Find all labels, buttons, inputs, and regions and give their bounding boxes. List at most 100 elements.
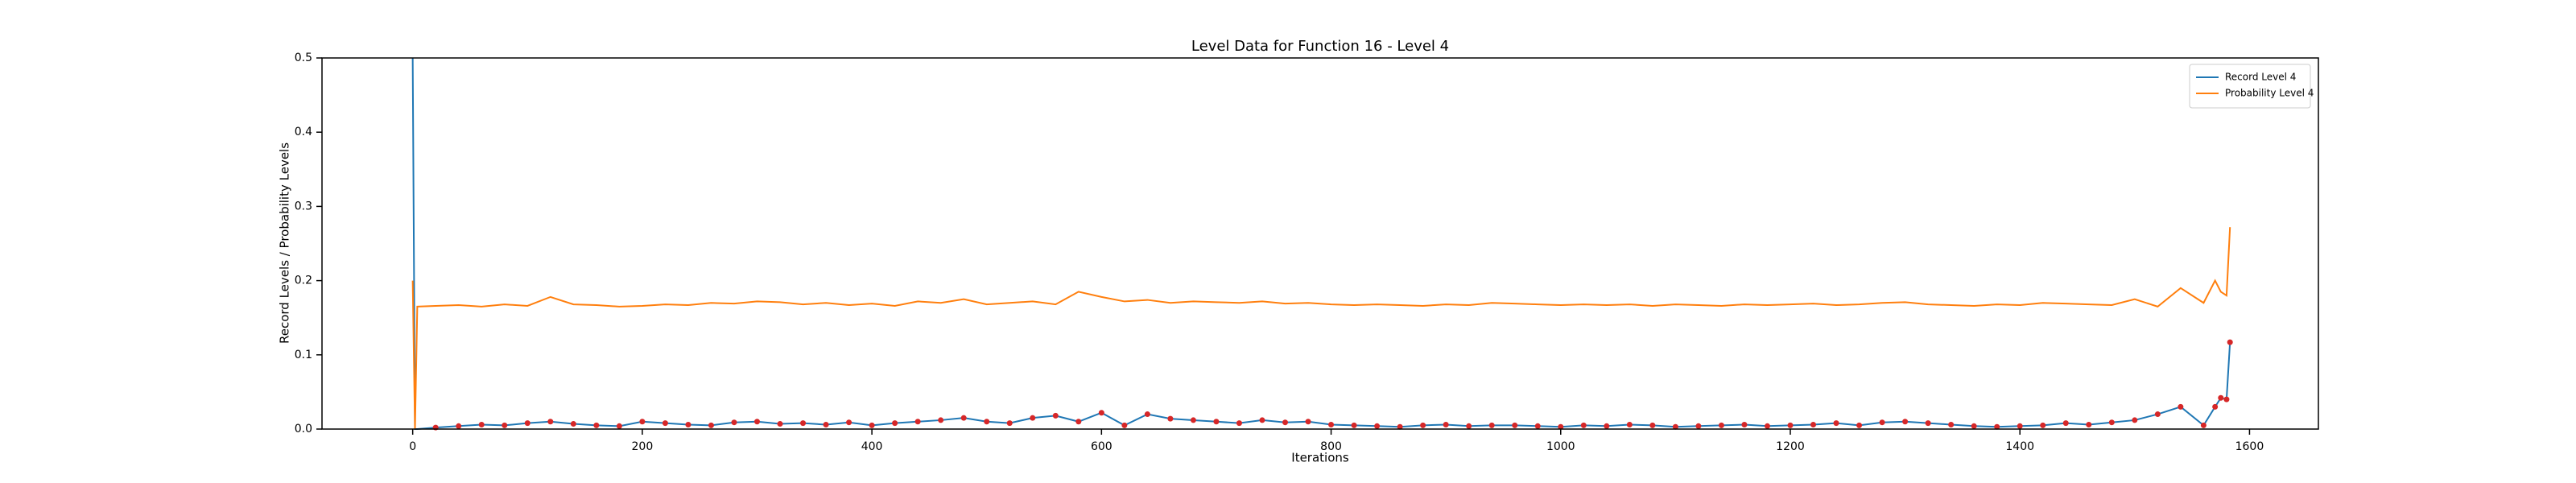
record-marker (1351, 422, 1357, 428)
record-marker (892, 420, 898, 427)
record-marker (823, 421, 829, 427)
record-marker (1144, 411, 1150, 418)
record-marker (478, 421, 485, 427)
record-marker (1718, 422, 1724, 428)
record-marker (1558, 423, 1564, 430)
x-tick-label: 400 (861, 440, 883, 453)
chart-title: Level Data for Function 16 - Level 4 (1191, 38, 1449, 55)
record-marker (2178, 403, 2184, 410)
record-marker (1512, 422, 1518, 428)
legend-label: Record Level 4 (2225, 72, 2296, 83)
y-tick-label: 0.1 (295, 349, 312, 361)
record-marker (1833, 420, 1839, 427)
record-marker (731, 419, 737, 426)
record-marker (547, 419, 554, 425)
record-marker (1902, 419, 1909, 425)
record-marker (1604, 423, 1610, 429)
record-marker (1649, 422, 1656, 428)
record-marker (1810, 421, 1817, 427)
record-marker (662, 420, 668, 427)
x-tick-label: 0 (409, 440, 416, 453)
record-marker (1741, 421, 1748, 427)
record-marker (1121, 422, 1128, 428)
record-marker (456, 423, 462, 429)
record-marker (1443, 421, 1449, 427)
record-marker (2200, 422, 2207, 428)
legend-box (2189, 64, 2311, 109)
record-marker (1948, 421, 1955, 427)
record-marker (1305, 419, 1311, 425)
record-marker (2218, 394, 2224, 401)
record-marker (1328, 421, 1335, 427)
record-marker (960, 415, 967, 421)
y-tick-label: 0.5 (295, 52, 312, 64)
record-marker (639, 419, 646, 425)
record-marker (800, 420, 807, 427)
record-marker (1672, 423, 1678, 430)
record-marker (1626, 421, 1633, 427)
record-marker (2040, 422, 2046, 428)
record-marker (1994, 423, 2000, 430)
record-marker (502, 422, 508, 428)
record-marker (1534, 423, 1541, 429)
record-marker (2154, 411, 2161, 418)
record-marker (2227, 339, 2233, 345)
record-marker (1236, 420, 1242, 427)
record-marker (1971, 423, 1977, 429)
record-marker (914, 419, 921, 425)
x-tick-label: 200 (632, 440, 654, 453)
record-marker (1466, 423, 1472, 429)
y-tick-label: 0.3 (295, 200, 312, 213)
record-marker (616, 423, 622, 429)
plot-frame (321, 57, 2319, 430)
record-marker (846, 419, 852, 426)
record-marker (593, 422, 600, 428)
record-marker (2132, 417, 2138, 423)
record-marker (1190, 417, 1196, 423)
record-marker (570, 421, 576, 427)
record-marker (2062, 420, 2069, 427)
record-marker (685, 421, 691, 427)
series-line (411, 57, 2231, 430)
record-marker (2212, 403, 2219, 410)
record-marker (1397, 423, 1403, 430)
record-marker (1259, 417, 1265, 423)
record-marker (777, 421, 783, 427)
record-marker (938, 417, 944, 423)
record-marker (1764, 423, 1770, 429)
record-marker (1787, 422, 1794, 428)
record-marker (1879, 419, 1885, 426)
series-line (411, 227, 2231, 430)
record-marker (524, 420, 530, 427)
y-tick-label: 0.2 (295, 275, 312, 287)
record-marker (2086, 421, 2092, 427)
record-marker (1006, 420, 1013, 427)
y-axis-label: Record Levels / Probability Levels (278, 142, 292, 344)
x-tick-label: 1400 (2005, 440, 2034, 453)
x-axis-label: Iterations (1291, 451, 1349, 465)
record-marker (1695, 423, 1702, 429)
record-marker (1580, 422, 1587, 428)
record-marker (1488, 422, 1495, 428)
record-marker (1374, 423, 1381, 429)
y-tick-label: 0.4 (295, 126, 312, 138)
record-marker (1925, 420, 1931, 427)
record-marker (1030, 415, 1036, 421)
record-marker (708, 422, 714, 428)
record-marker (1052, 412, 1059, 419)
record-marker (2223, 396, 2230, 402)
record-marker (2017, 423, 2023, 429)
record-marker (753, 419, 760, 425)
record-marker (1213, 419, 1220, 425)
record-marker (1856, 422, 1863, 428)
record-marker (1098, 410, 1104, 416)
record-marker (1167, 415, 1174, 422)
legend-label: Probability Level 4 (2225, 88, 2314, 99)
x-tick-label: 600 (1091, 440, 1113, 453)
x-tick-label: 1600 (2235, 440, 2264, 453)
record-marker (984, 419, 990, 425)
record-marker (869, 422, 875, 428)
x-tick-label: 800 (1320, 440, 1342, 453)
record-marker (2108, 419, 2115, 426)
